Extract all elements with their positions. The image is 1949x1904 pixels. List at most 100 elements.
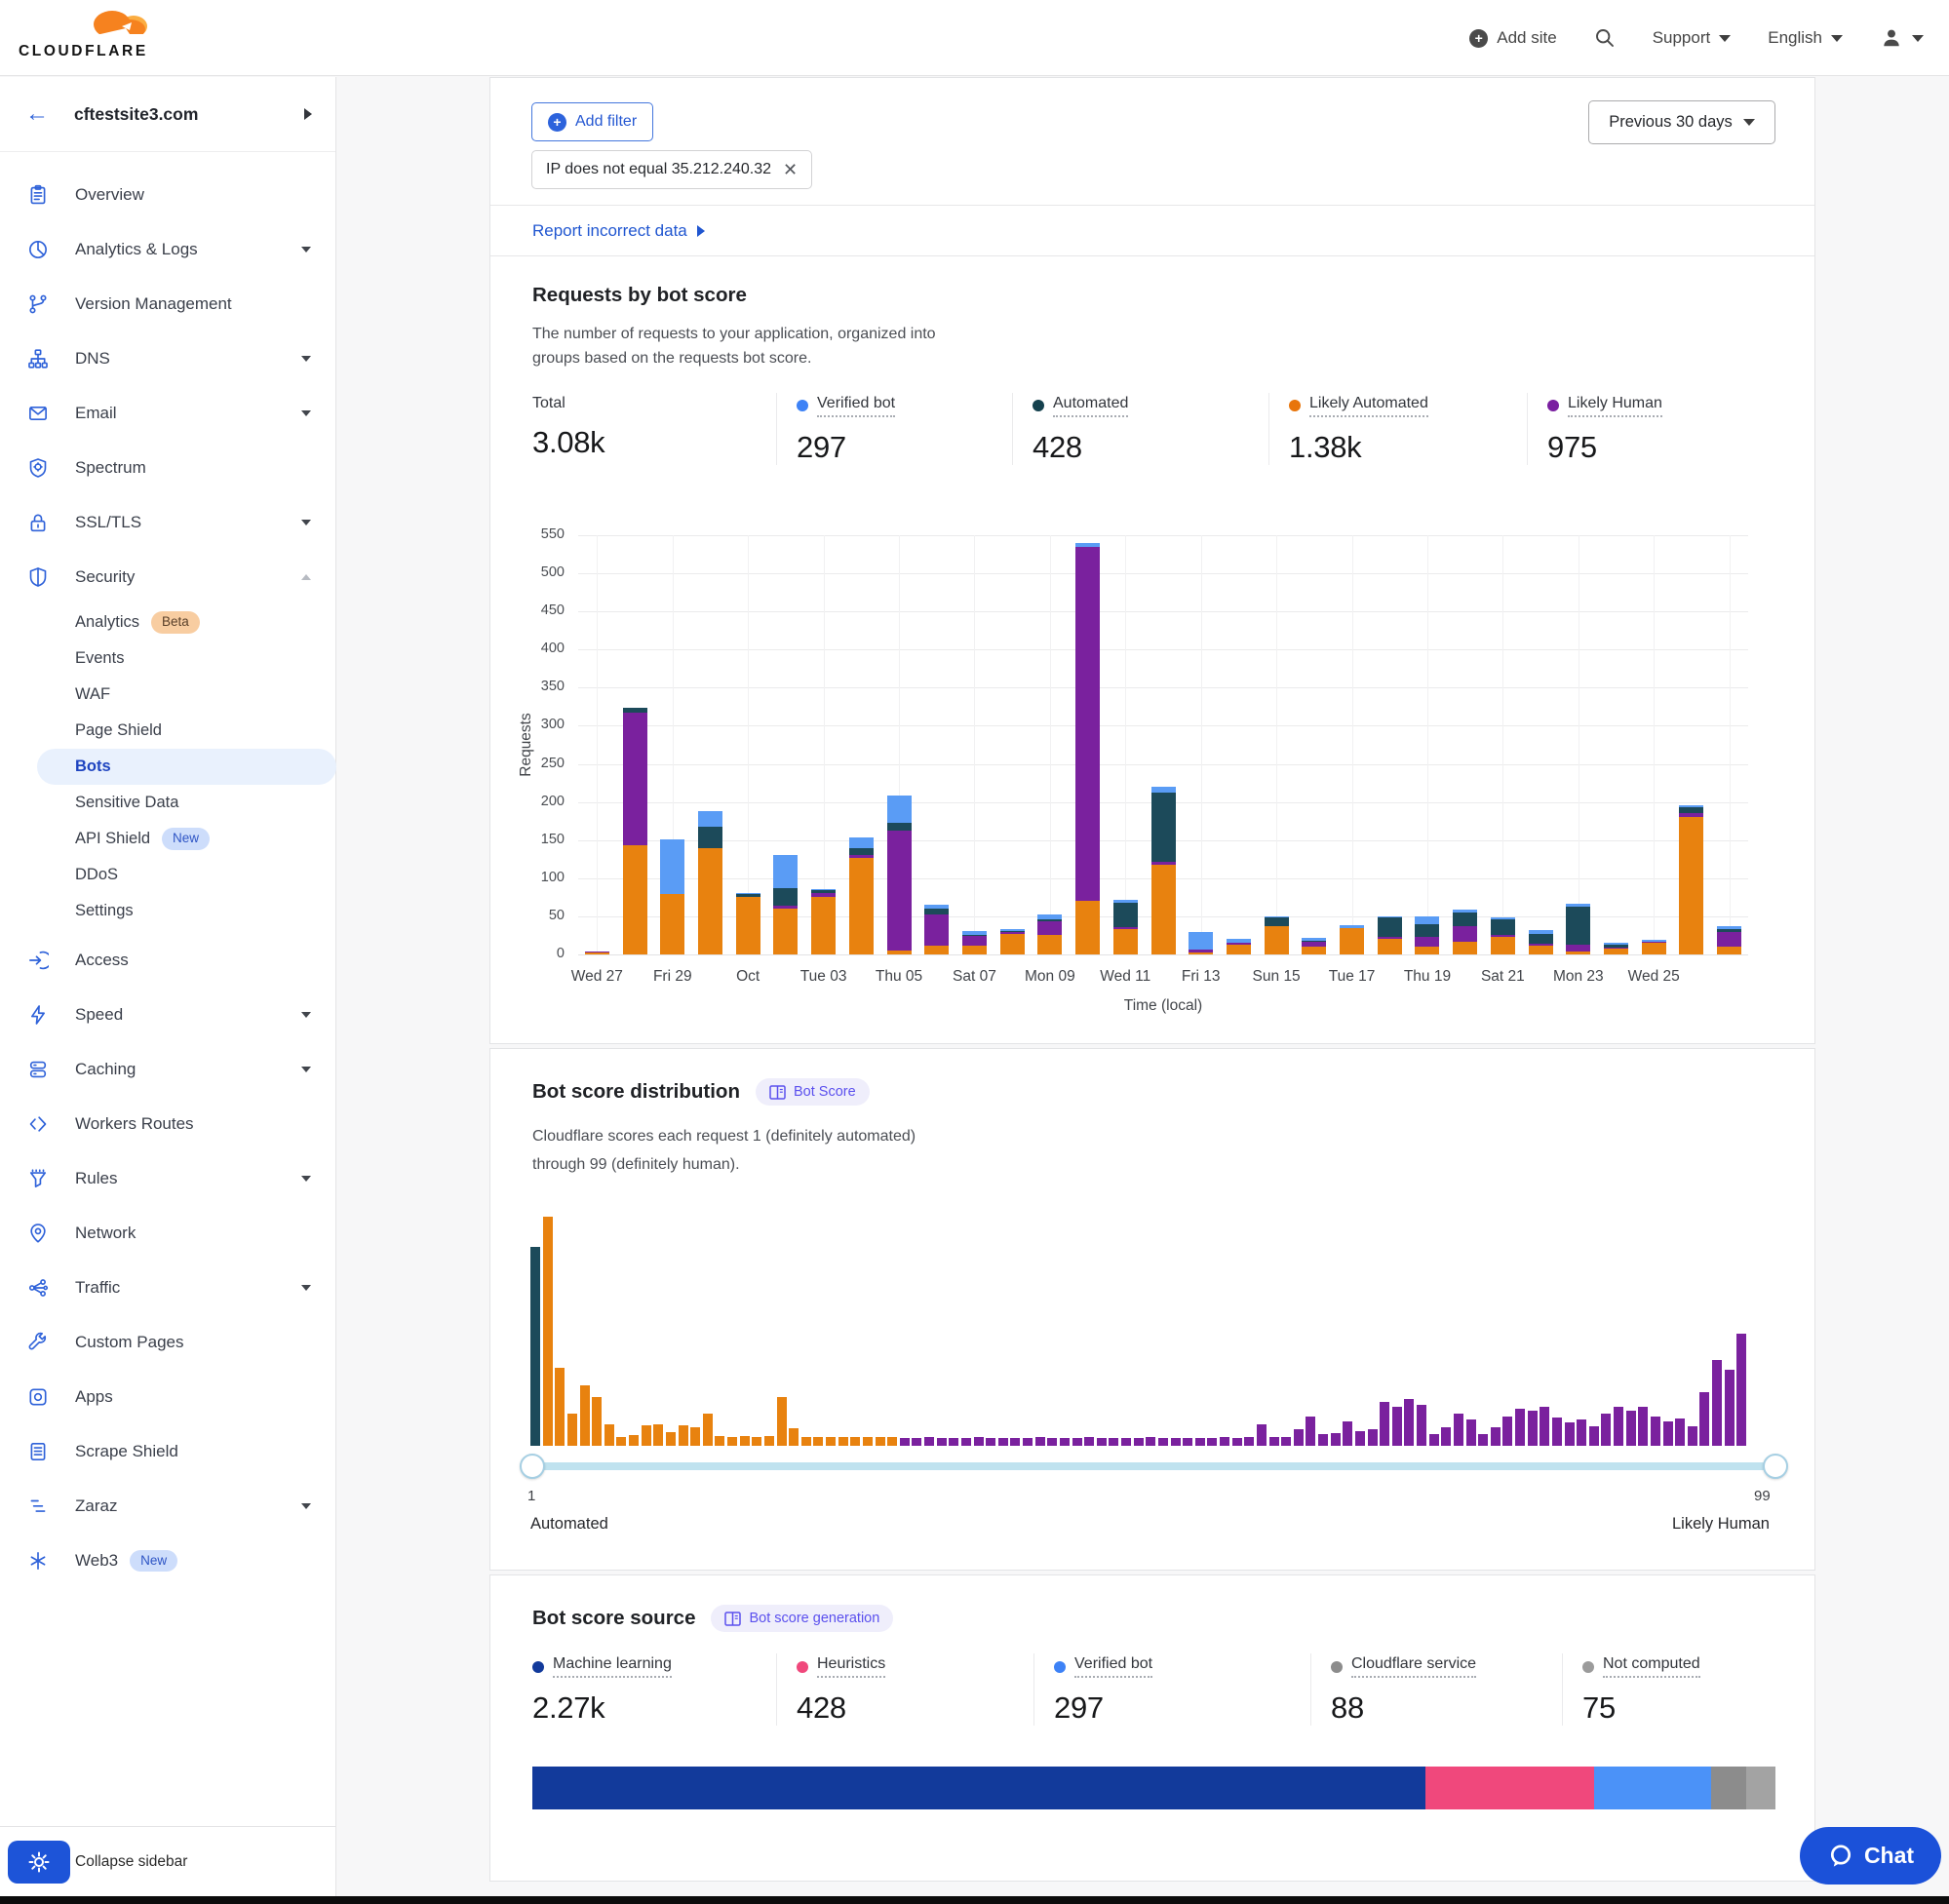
sidebar-item-zaraz[interactable]: Zaraz bbox=[0, 1479, 335, 1534]
histogram-bar-score-92[interactable] bbox=[1650, 1417, 1660, 1446]
histogram-bar-score-29[interactable] bbox=[875, 1437, 885, 1446]
bar-segment-likely-human[interactable] bbox=[1075, 546, 1101, 902]
bar-segment-likely-automated[interactable] bbox=[1717, 947, 1742, 954]
bar-segment-likely-automated[interactable] bbox=[1037, 934, 1063, 954]
histogram-bar-score-49[interactable] bbox=[1121, 1438, 1132, 1446]
bar-segment-automated[interactable] bbox=[1604, 944, 1629, 948]
bar-segment-automated[interactable] bbox=[886, 822, 912, 831]
histogram-bar-score-74[interactable] bbox=[1428, 1434, 1439, 1446]
bar-segment-verified-bot[interactable] bbox=[773, 854, 799, 888]
histogram-bar-score-83[interactable] bbox=[1540, 1407, 1550, 1446]
histogram-bar-score-63[interactable] bbox=[1293, 1429, 1304, 1446]
bar-segment-likely-automated[interactable] bbox=[1490, 937, 1515, 954]
bar-segment-automated[interactable] bbox=[848, 847, 874, 855]
bar-segment-likely-human[interactable] bbox=[1377, 937, 1402, 940]
histogram-bar-score-47[interactable] bbox=[1096, 1438, 1107, 1446]
histogram-bar-score-61[interactable] bbox=[1268, 1437, 1279, 1446]
account-menu[interactable] bbox=[1880, 27, 1924, 49]
histogram-bar-score-50[interactable] bbox=[1133, 1438, 1144, 1446]
histogram-bar-score-37[interactable] bbox=[973, 1437, 984, 1446]
histogram-bar-score-66[interactable] bbox=[1330, 1433, 1341, 1446]
bar-segment-automated[interactable] bbox=[1264, 917, 1289, 927]
bar-segment-verified-bot[interactable] bbox=[848, 836, 874, 848]
histogram-bar-score-73[interactable] bbox=[1417, 1405, 1427, 1446]
bar-segment-likely-automated[interactable] bbox=[622, 845, 647, 954]
bar-segment-likely-human[interactable] bbox=[1566, 944, 1591, 952]
histogram-bar-score-12[interactable] bbox=[665, 1432, 676, 1446]
bar-segment-verified-bot[interactable] bbox=[1264, 915, 1289, 918]
bar-segment-likely-automated[interactable] bbox=[1604, 948, 1629, 954]
chat-button[interactable]: Chat bbox=[1800, 1827, 1941, 1885]
histogram-bar-score-93[interactable] bbox=[1662, 1421, 1673, 1446]
score-range-slider-track[interactable] bbox=[530, 1462, 1775, 1470]
bar-segment-verified-bot[interactable] bbox=[1189, 931, 1214, 951]
sidebar-item-rules[interactable]: Rules bbox=[0, 1151, 335, 1206]
bar-segment-verified-bot[interactable] bbox=[1528, 929, 1553, 934]
bar-segment-likely-human[interactable] bbox=[1302, 942, 1327, 948]
histogram-bar-score-1[interactable] bbox=[530, 1247, 540, 1446]
bar-segment-likely-human[interactable] bbox=[1415, 937, 1440, 948]
histogram-bar-score-27[interactable] bbox=[850, 1437, 861, 1446]
bar-segment-verified-bot[interactable] bbox=[1566, 903, 1591, 907]
bar-segment-automated[interactable] bbox=[697, 826, 722, 848]
histogram-bar-score-30[interactable] bbox=[887, 1437, 898, 1446]
bar-segment-verified-bot[interactable] bbox=[1415, 915, 1440, 924]
histogram-bar-score-33[interactable] bbox=[924, 1437, 935, 1446]
bar-segment-likely-automated[interactable] bbox=[1679, 817, 1704, 954]
bar-segment-verified-bot[interactable] bbox=[1037, 913, 1063, 920]
bar-segment-likely-human[interactable] bbox=[961, 936, 987, 947]
date-range-dropdown[interactable]: Previous 30 days bbox=[1588, 100, 1775, 144]
sidebar-item-analytics[interactable]: Analytics Beta bbox=[0, 604, 335, 641]
chevron-right-icon[interactable] bbox=[304, 108, 312, 120]
bar-segment-likely-human[interactable] bbox=[1490, 934, 1515, 938]
histogram-bar-score-6[interactable] bbox=[592, 1397, 603, 1446]
bar-segment-likely-human[interactable] bbox=[1679, 812, 1704, 818]
report-incorrect-data-link[interactable]: Report incorrect data bbox=[532, 221, 705, 241]
settings-gear-button[interactable] bbox=[8, 1840, 70, 1884]
histogram-bar-score-25[interactable] bbox=[826, 1437, 837, 1446]
histogram-bar-score-88[interactable] bbox=[1601, 1414, 1612, 1446]
bar-segment-likely-automated[interactable] bbox=[961, 946, 987, 954]
histogram-bar-score-85[interactable] bbox=[1564, 1422, 1575, 1446]
source-segment-cloudflare-service[interactable] bbox=[1711, 1767, 1746, 1809]
bar-segment-verified-bot[interactable] bbox=[1453, 909, 1478, 913]
bar-segment-likely-automated[interactable] bbox=[1528, 945, 1553, 954]
close-icon[interactable]: ✕ bbox=[783, 160, 799, 179]
bar-segment-verified-bot[interactable] bbox=[886, 796, 912, 823]
histogram-bar-score-84[interactable] bbox=[1551, 1418, 1562, 1446]
histogram-bar-score-31[interactable] bbox=[899, 1438, 910, 1446]
bar-segment-likely-automated[interactable] bbox=[999, 933, 1025, 954]
histogram-bar-score-68[interactable] bbox=[1354, 1431, 1365, 1446]
sidebar-item-traffic[interactable]: Traffic bbox=[0, 1261, 335, 1315]
language-menu[interactable]: English bbox=[1768, 28, 1843, 48]
histogram-bar-score-96[interactable] bbox=[1699, 1392, 1710, 1446]
sidebar-item-bots[interactable]: Bots bbox=[37, 749, 336, 785]
histogram-bar-score-36[interactable] bbox=[960, 1438, 971, 1446]
bar-segment-likely-automated[interactable] bbox=[1453, 941, 1478, 954]
bar-segment-likely-automated[interactable] bbox=[1377, 939, 1402, 954]
slider-handle-min[interactable] bbox=[520, 1454, 545, 1479]
bar-segment-likely-automated[interactable] bbox=[584, 952, 609, 954]
sidebar-item-waf[interactable]: WAF bbox=[0, 677, 335, 713]
histogram-bar-score-94[interactable] bbox=[1675, 1418, 1686, 1446]
slider-handle-max[interactable] bbox=[1763, 1454, 1788, 1479]
collapse-sidebar-button[interactable]: Collapse sidebar bbox=[75, 1852, 188, 1870]
histogram-bar-score-53[interactable] bbox=[1170, 1438, 1181, 1446]
bar-segment-likely-human[interactable] bbox=[1189, 950, 1214, 953]
histogram-bar-score-19[interactable] bbox=[752, 1437, 762, 1446]
stat-label-text[interactable]: Heuristics bbox=[817, 1655, 886, 1678]
histogram-bar-score-64[interactable] bbox=[1306, 1417, 1316, 1446]
bar-segment-verified-bot[interactable] bbox=[1717, 926, 1742, 930]
histogram-bar-score-78[interactable] bbox=[1478, 1434, 1489, 1446]
bar-segment-likely-automated[interactable] bbox=[1566, 951, 1591, 954]
sidebar-item-workers-routes[interactable]: Workers Routes bbox=[0, 1097, 335, 1151]
bar-segment-automated[interactable] bbox=[1566, 906, 1591, 945]
histogram-bar-score-38[interactable] bbox=[986, 1438, 996, 1446]
histogram-bar-score-52[interactable] bbox=[1157, 1438, 1168, 1446]
bar-segment-verified-bot[interactable] bbox=[1302, 937, 1327, 941]
bar-segment-likely-human[interactable] bbox=[1112, 926, 1138, 930]
bar-segment-verified-bot[interactable] bbox=[1150, 787, 1176, 794]
bar-segment-likely-human[interactable] bbox=[773, 905, 799, 910]
bar-segment-likely-automated[interactable] bbox=[811, 896, 837, 954]
bar-segment-likely-human[interactable] bbox=[1453, 926, 1478, 942]
